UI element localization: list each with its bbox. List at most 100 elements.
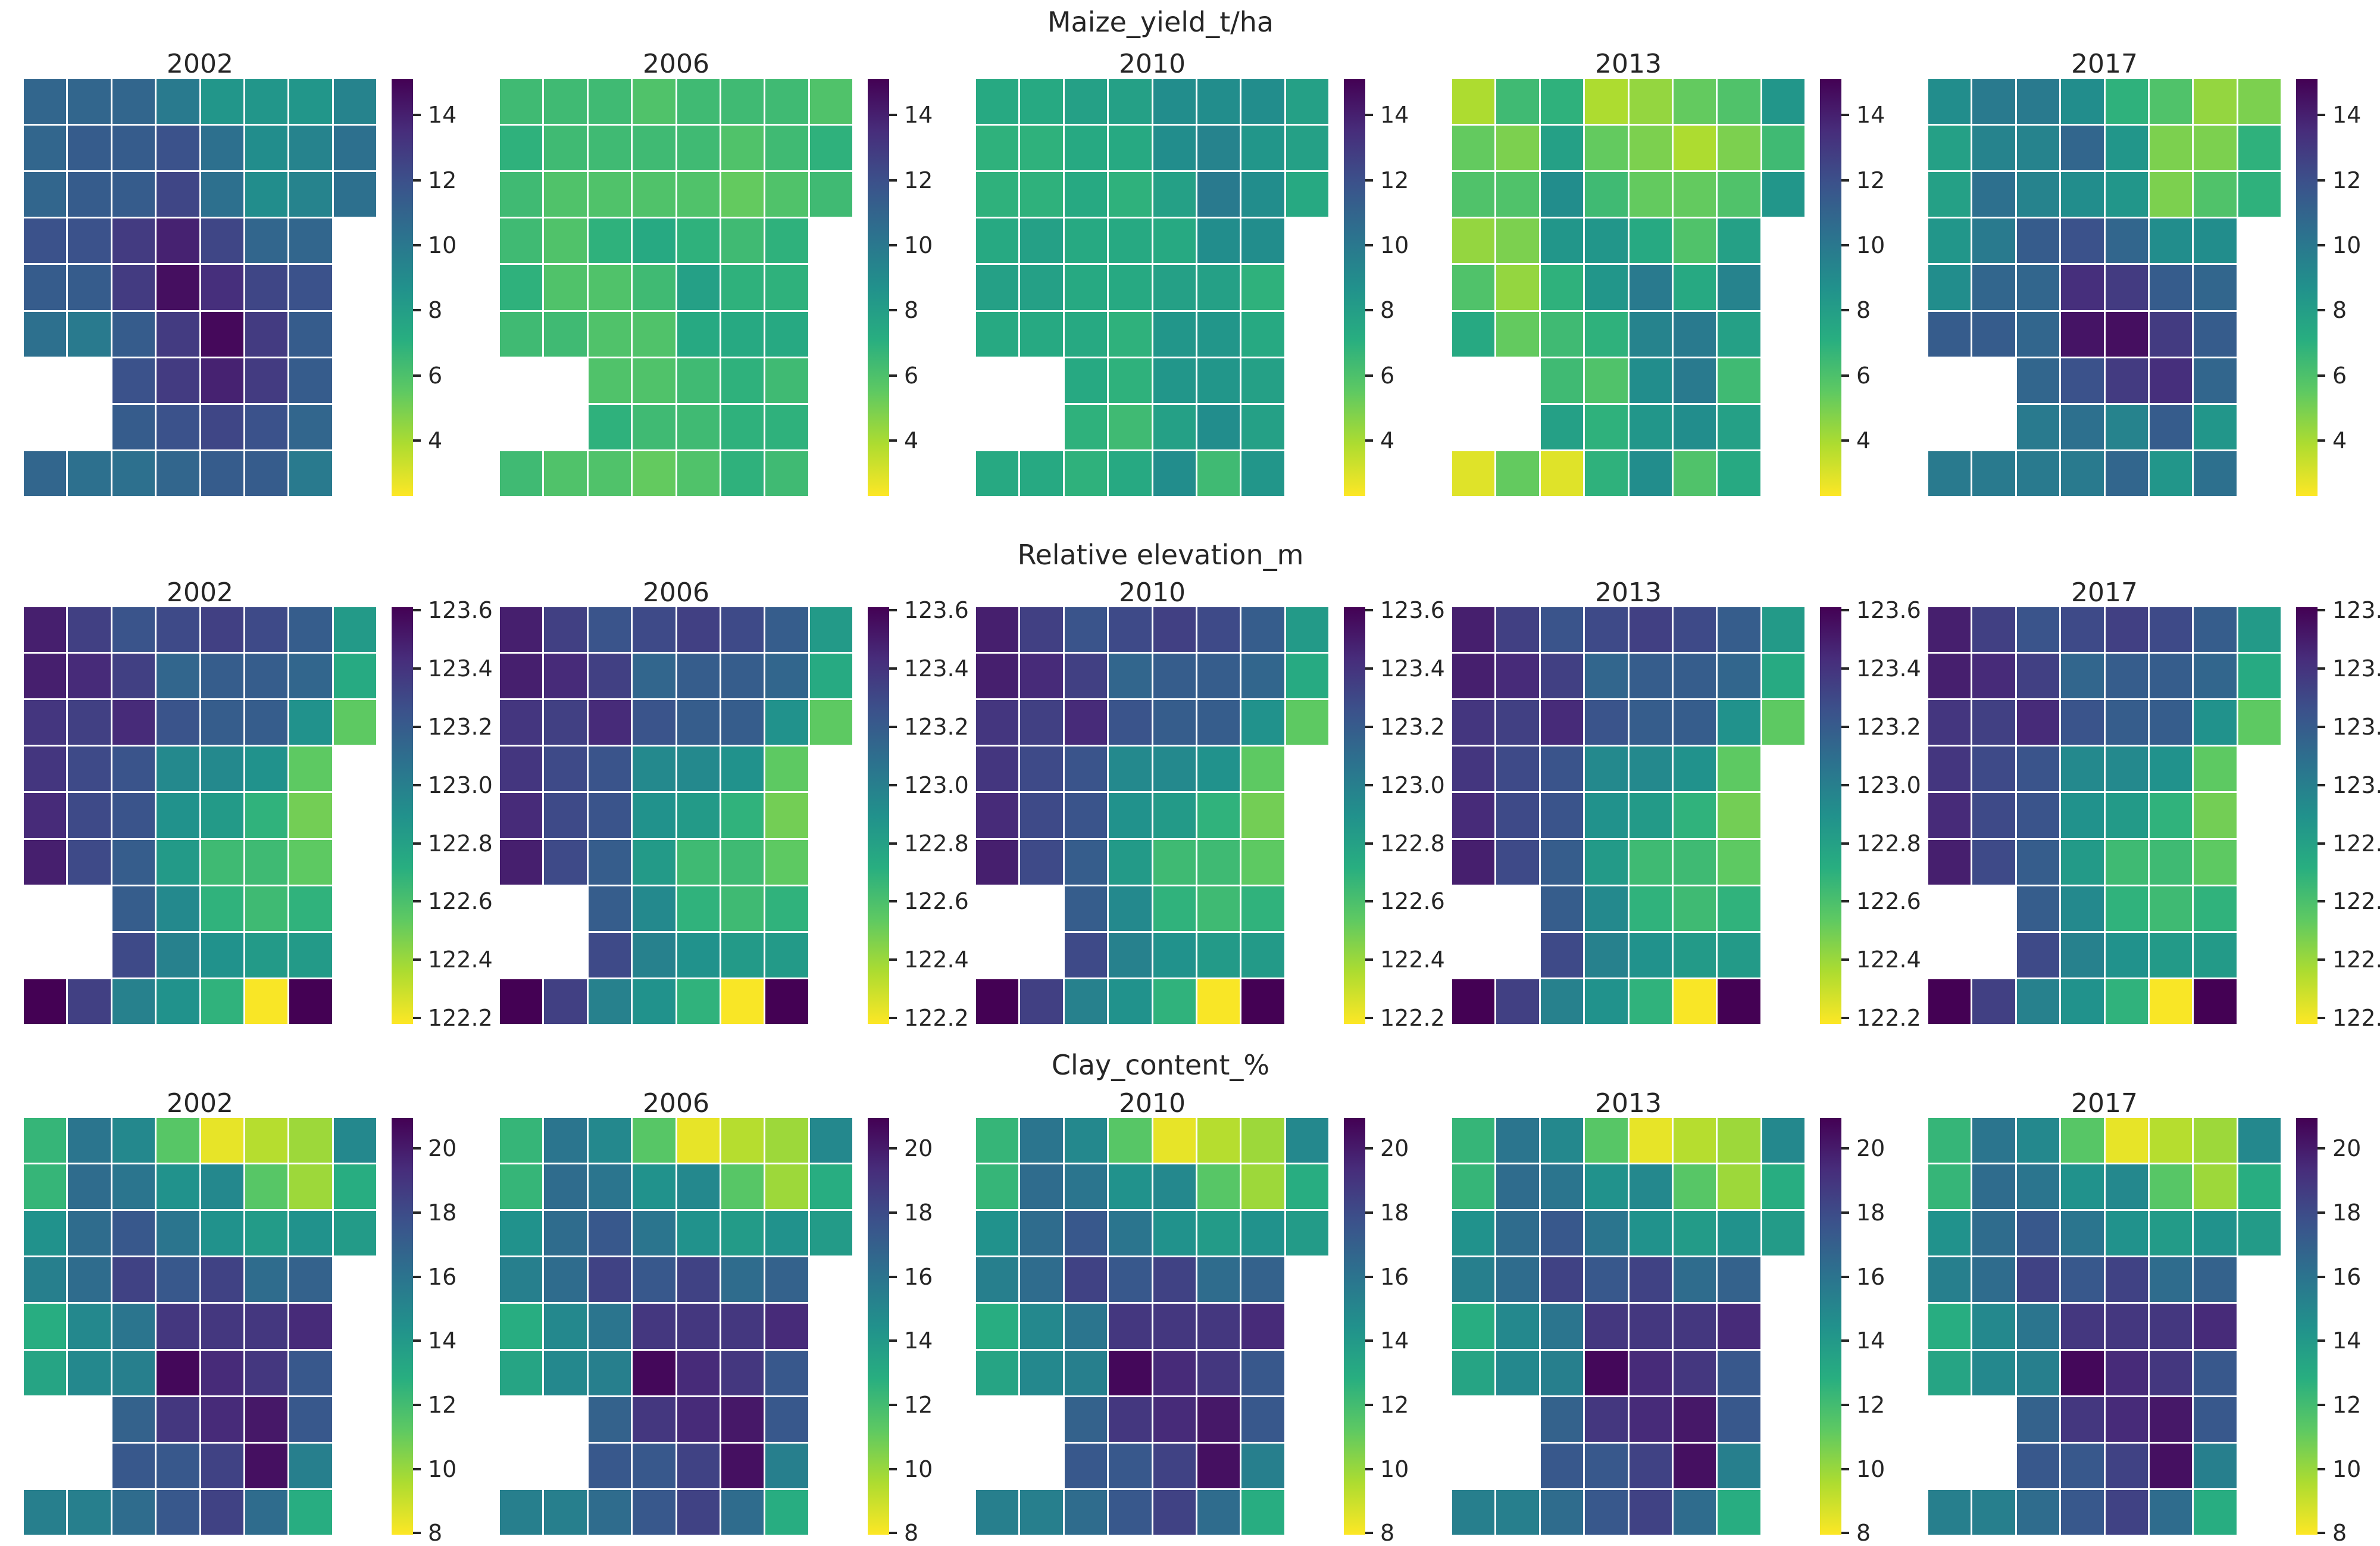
heatmap-cell [677,404,720,449]
heatmap-cell [1197,700,1240,745]
heatmap-cell [1972,839,2015,885]
panel-year-title: 2006 [643,577,709,608]
heatmap-cell [1762,172,1804,217]
heatmap-cell [24,747,67,792]
heatmap-cell [1109,1304,1152,1349]
heatmap-cell-empty [1762,886,1804,931]
heatmap-cell [765,886,808,931]
heatmap-cell [2238,654,2281,699]
heatmap-cell [2149,747,2193,792]
heatmap-cell [2194,1397,2237,1442]
heatmap-cell [1197,932,1240,977]
row-suptitle-maize-yield: Maize_yield_t/ha [1047,6,1274,38]
colorbar-tick-mark [413,243,421,246]
heatmap-cell [721,654,764,699]
heatmap-cell [1064,265,1108,310]
colorbar-tick-mark [413,842,421,845]
heatmap-cell [588,747,631,792]
heatmap-cell [677,451,720,496]
heatmap-cell [2194,1489,2237,1535]
heatmap-cell [677,1397,720,1442]
colorbar-tick-mark [413,1467,421,1470]
heatmap-cell [2149,1443,2193,1488]
colorbar-tick-mark [1365,243,1373,246]
heatmap-cell [721,1257,764,1303]
colorbar-tick-label: 14 [1380,102,1409,129]
heatmap-cell [1286,1164,1328,1210]
heatmap-cell-empty [24,1397,66,1442]
heatmap-cell [289,607,332,652]
heatmap-cell [1197,79,1240,124]
heatmap-cell [1718,172,1760,217]
heatmap-cell-empty [1928,1397,1971,1442]
heatmap-cell [721,126,764,171]
colorbar-tick-mark [1841,958,1849,961]
heatmap-cell [1241,979,1284,1024]
heatmap-cell [588,654,631,699]
heatmap-cell [1064,700,1108,745]
heatmap-cell-empty [500,933,542,977]
heatmap-cell [2105,654,2148,699]
heatmap-cell [1928,1304,1971,1349]
heatmap-cell [721,747,764,792]
heatmap-cell [201,607,243,652]
colorbar-tick-label: 4 [1856,427,1871,454]
heatmap-cell [201,1164,243,1210]
heatmap-cell [1629,358,1672,403]
colorbar-tick-label: 123.6 [428,596,493,623]
heatmap-cell [112,1211,155,1256]
heatmap-cell [2105,311,2148,357]
heatmap-cell [721,1489,764,1535]
heatmap-cell [1972,451,2015,496]
heatmap-cell [721,1350,764,1395]
heatmap-cell [112,839,155,885]
heatmap-cell [1972,793,2015,838]
heatmap-cell [157,358,199,403]
heatmap-cell [333,1118,376,1163]
heatmap-cell [1153,126,1196,171]
heatmap-cell [1972,654,2015,699]
heatmap-cell [1109,1257,1152,1303]
heatmap-cell [1928,700,1971,745]
heatmap-cell [2194,311,2237,357]
heatmap-cell [1241,451,1284,496]
heatmap-cell [588,1257,631,1303]
colorbar-tick-mark [889,1467,897,1470]
heatmap-cell [333,654,376,699]
heatmap-cell [677,607,720,652]
colorbar-tick-label: 14 [1380,1328,1409,1354]
heatmap-cell [1153,979,1196,1024]
heatmap-cell [157,265,199,310]
heatmap-cell [2238,1164,2281,1210]
colorbar-tick-label: 123.0 [428,772,493,798]
colorbar-tick-mark [2318,1467,2325,1470]
colorbar-tick-label: 122.6 [904,888,969,915]
colorbar-tick-mark [1365,667,1373,670]
heatmap-cell-empty [1020,358,1062,403]
heatmap-cell [2149,265,2193,310]
heatmap-cell [68,839,111,885]
heatmap-cell [2016,265,2060,310]
heatmap-cell-empty [1286,793,1328,838]
colorbar-tick-mark [889,667,897,670]
heatmap-cell [633,747,675,792]
heatmap-cell [633,1397,675,1442]
heatmap-cell-empty [1762,979,1804,1024]
heatmap-cell [1762,1164,1804,1210]
heatmap-cell [1629,1304,1672,1349]
heatmap-cell [2105,1118,2148,1163]
heatmap-cell-empty [500,886,542,931]
heatmap-cell-empty [24,405,66,449]
heatmap-cell [1718,404,1760,449]
heatmap-cell [1718,1489,1760,1535]
colorbar-tick-mark [1365,842,1373,845]
heatmap-cell [500,1211,543,1256]
heatmap-cell [68,265,111,310]
colorbar-tick-label: 8 [904,297,919,324]
heatmap-cell-empty [2238,312,2281,357]
heatmap-cell [500,607,543,652]
heatmap-cell [1064,1397,1108,1442]
heatmap-cell [1020,1304,1063,1349]
colorbar-tick-mark [889,783,897,786]
heatmap-cell-empty [1762,1257,1804,1302]
